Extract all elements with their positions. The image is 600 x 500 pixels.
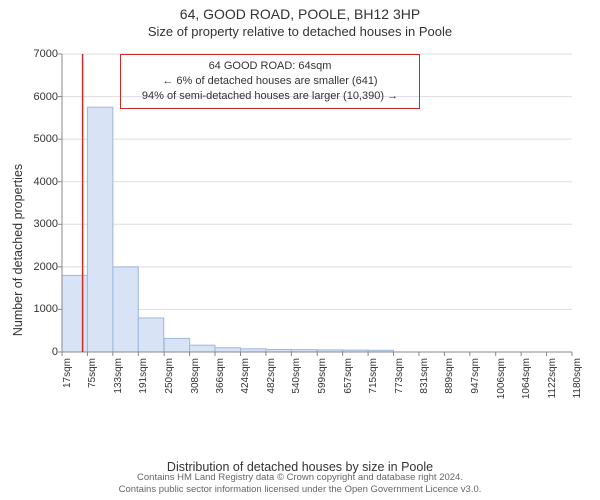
- x-tick-label: 424sqm: [240, 358, 251, 394]
- y-tick-label: 4000: [34, 176, 62, 188]
- info-box: 64 GOOD ROAD: 64sqm ← 6% of detached hou…: [120, 54, 420, 109]
- x-tick-label: 1180sqm: [572, 358, 583, 398]
- x-tick-label: 250sqm: [164, 358, 175, 394]
- y-tick-label: 3000: [34, 218, 62, 230]
- x-tick-label: 1006sqm: [496, 358, 507, 399]
- x-tick-label: 540sqm: [291, 358, 302, 394]
- x-tick-label: 1122sqm: [547, 358, 558, 398]
- footer-line-2: Contains public sector information licen…: [0, 484, 600, 496]
- x-tick-label: 889sqm: [444, 358, 455, 394]
- x-tick-label: 599sqm: [317, 358, 328, 394]
- y-tick-label: 5000: [34, 133, 62, 145]
- x-tick-label: 657sqm: [343, 358, 354, 394]
- info-line-1: 64 GOOD ROAD: 64sqm: [129, 59, 411, 74]
- y-axis-label: Number of detached properties: [11, 164, 25, 336]
- footer-line-1: Contains HM Land Registry data © Crown c…: [0, 472, 600, 484]
- y-tick-label: 2000: [34, 261, 62, 273]
- y-tick-label: 1000: [34, 303, 62, 315]
- x-tick-label: 366sqm: [215, 358, 226, 394]
- y-tick-label: 6000: [34, 91, 62, 103]
- x-tick-label: 75sqm: [87, 358, 98, 388]
- x-tick-label: 17sqm: [62, 358, 73, 388]
- x-tick-label: 947sqm: [470, 358, 481, 394]
- page-subtitle: Size of property relative to detached ho…: [0, 22, 600, 39]
- x-tick-label: 1064sqm: [521, 358, 532, 399]
- y-tick-label: 0: [52, 346, 62, 358]
- y-tick-label: 7000: [34, 48, 62, 60]
- y-axis-label-wrap: Number of detached properties: [8, 0, 28, 500]
- x-tick-label: 133sqm: [113, 358, 124, 394]
- x-tick-label: 831sqm: [419, 358, 430, 394]
- info-line-2: ← 6% of detached houses are smaller (641…: [129, 74, 411, 89]
- x-tick-label: 482sqm: [266, 358, 277, 394]
- footer-attribution: Contains HM Land Registry data © Crown c…: [0, 472, 600, 496]
- x-tick-label: 715sqm: [368, 358, 379, 394]
- info-line-3: 94% of semi-detached houses are larger (…: [129, 89, 411, 104]
- x-tick-label: 308sqm: [190, 358, 201, 394]
- x-tick-label: 773sqm: [394, 358, 405, 394]
- x-tick-label: 191sqm: [138, 358, 149, 394]
- page-title: 64, GOOD ROAD, POOLE, BH12 3HP: [0, 0, 600, 22]
